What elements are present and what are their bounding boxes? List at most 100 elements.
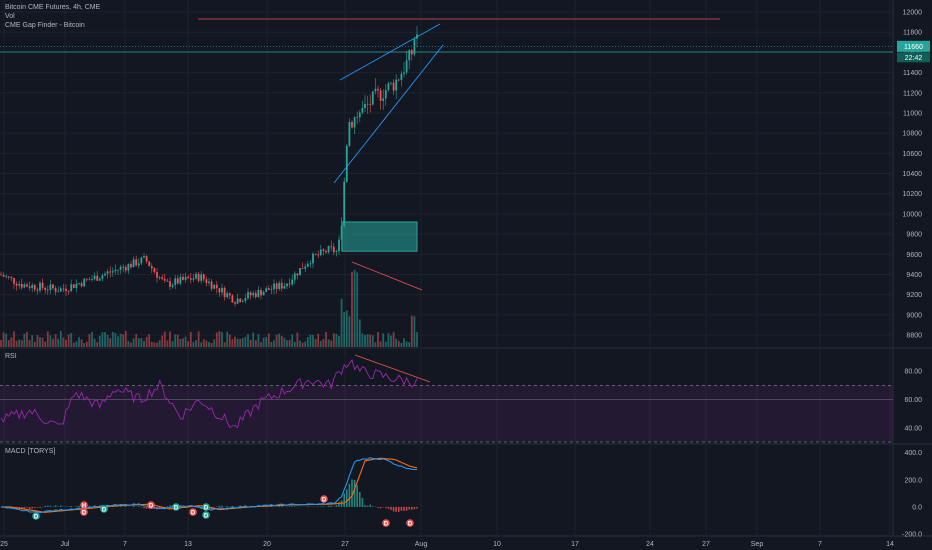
volume-bar — [148, 334, 151, 347]
macd-histogram-bar — [91, 506, 93, 507]
volume-bar — [340, 298, 343, 347]
candle-body — [236, 298, 239, 304]
macd-histogram-bar — [359, 492, 361, 507]
vol-label: Vol — [5, 13, 15, 20]
candle-body — [5, 276, 8, 278]
candle-body — [122, 266, 125, 268]
candle-body — [397, 79, 400, 81]
candle-body — [20, 283, 23, 288]
candle-body — [184, 276, 187, 280]
volume-bar — [109, 338, 112, 347]
candle-body — [319, 249, 322, 256]
volume-bar — [187, 341, 190, 347]
macd-histogram-bar — [281, 505, 283, 507]
macd-histogram-bar — [65, 506, 67, 507]
candle-body — [200, 274, 203, 281]
macd-histogram-bar — [166, 506, 169, 507]
volume-bar — [356, 272, 359, 347]
volume-bar — [314, 339, 317, 347]
candle-body — [379, 90, 382, 101]
macd-histogram-bar — [60, 505, 62, 507]
volume-bar — [278, 333, 281, 347]
volume-bar — [166, 340, 169, 347]
candle-body — [156, 272, 158, 278]
candle-body — [265, 288, 268, 292]
candle-body — [226, 293, 229, 298]
macd-histogram-bar — [36, 506, 39, 508]
volume-bar — [410, 315, 413, 347]
candle-body — [135, 259, 138, 266]
volume-bar — [46, 331, 49, 347]
price-tick-label: 10200 — [903, 191, 923, 198]
volume-bar — [322, 338, 325, 347]
volume-bar — [98, 335, 101, 347]
candle-body — [70, 284, 73, 292]
countdown-value: 22:42 — [905, 55, 923, 62]
candle-body — [31, 284, 34, 288]
volume-bar — [221, 332, 223, 347]
macd-histogram-bar — [132, 505, 135, 507]
volume-bar — [208, 341, 210, 347]
volume-bar — [13, 331, 15, 347]
candle-body — [114, 269, 117, 272]
price-tick-label: 11800 — [903, 30, 922, 37]
macd-marker — [147, 501, 155, 509]
candle-body — [0, 274, 2, 276]
candle-body — [262, 291, 265, 296]
candle-body — [54, 288, 57, 292]
candle-body — [192, 278, 195, 280]
candle-body — [80, 283, 83, 287]
candle-body — [96, 275, 99, 281]
volume-bar — [7, 340, 10, 347]
volume-bar — [374, 342, 377, 347]
volume-bar — [239, 339, 242, 347]
volume-bar — [59, 331, 62, 347]
macd-histogram-bar — [416, 506, 418, 509]
candle-body — [343, 181, 346, 227]
volume-bar — [345, 310, 348, 347]
candle-body — [72, 284, 75, 288]
candle-body — [65, 288, 67, 291]
candle-body — [317, 254, 320, 256]
volume-bar — [364, 335, 366, 347]
price-pane — [0, 18, 893, 347]
wedge-upper-line — [339, 23, 441, 81]
volume-bar — [96, 342, 99, 347]
macd-histogram-bar — [364, 505, 366, 507]
macd-histogram-bar — [34, 506, 36, 508]
volume-bar — [179, 338, 182, 347]
candle-body — [93, 275, 96, 280]
volume-bar — [291, 334, 294, 347]
macd-marker — [80, 501, 88, 509]
volume-bar — [408, 342, 411, 347]
candle-body — [23, 284, 26, 288]
macd-tick-label: 0.0 — [912, 504, 922, 511]
volume-bar — [65, 339, 67, 347]
last-price-value: 11660 — [904, 44, 923, 51]
candle-body — [179, 276, 182, 284]
volume-bar — [101, 332, 104, 347]
volume-bar — [395, 338, 398, 347]
macd-histogram-bar — [39, 506, 41, 508]
candle-body — [171, 284, 174, 287]
candle-body — [312, 253, 314, 264]
macd-histogram-bar — [278, 505, 280, 507]
volume-bar — [288, 340, 291, 347]
macd-marker — [382, 519, 390, 527]
candle-body — [286, 283, 288, 287]
volume-bar — [161, 335, 164, 347]
macd-histogram-bar — [379, 506, 382, 509]
volume-bar — [49, 335, 52, 347]
macd-histogram-bar — [88, 505, 91, 507]
candle-body — [137, 263, 140, 266]
candle-body — [62, 288, 65, 290]
volume-bar — [182, 338, 184, 347]
volume-bar — [88, 333, 91, 347]
volume-bar — [62, 337, 65, 347]
price-tick-label: 11200 — [903, 90, 922, 97]
price-tick-label: 9600 — [906, 252, 922, 259]
candle-body — [244, 298, 247, 301]
macd-histogram-bar — [322, 506, 325, 507]
macd-histogram-bar — [294, 506, 296, 507]
last-price-tag — [897, 40, 930, 52]
